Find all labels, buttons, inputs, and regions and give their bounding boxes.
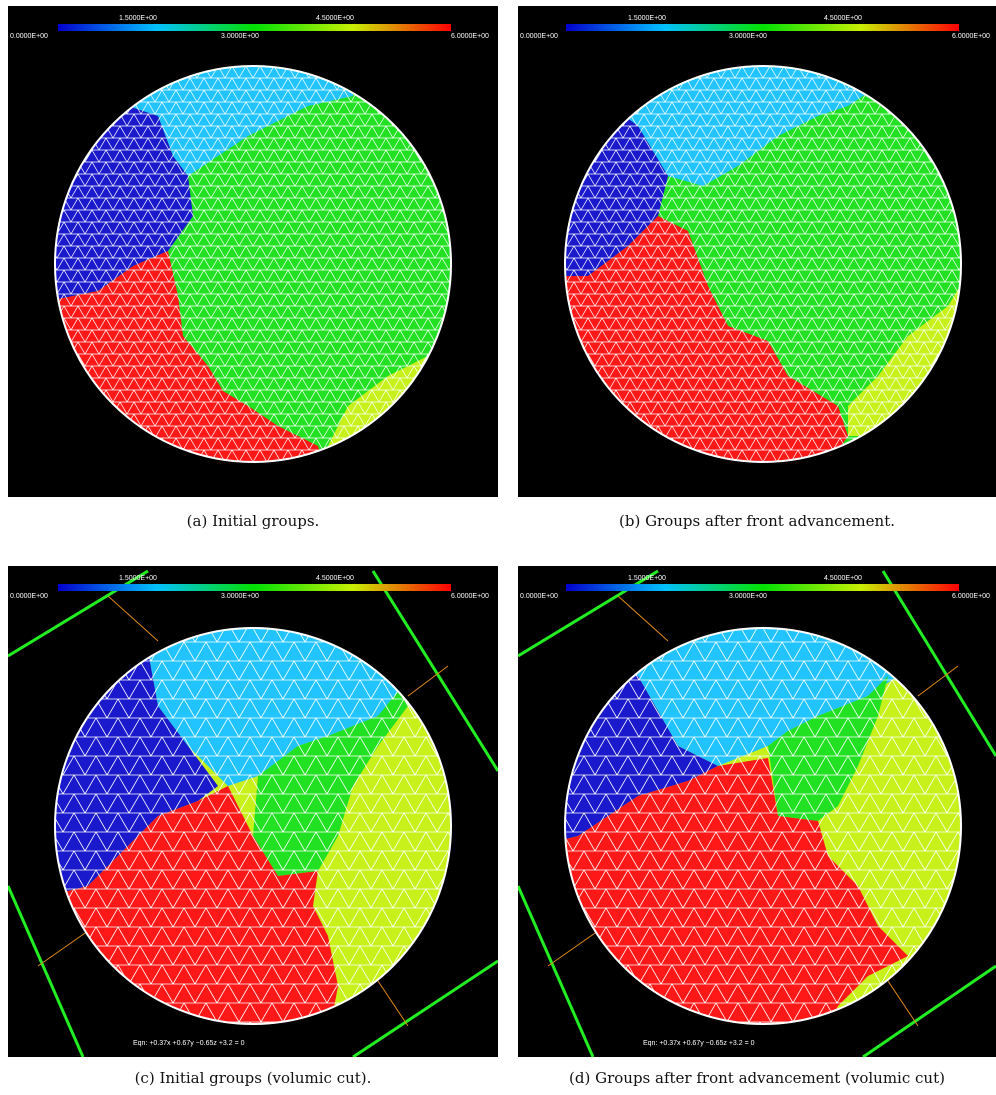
colorbar-b <box>566 24 959 31</box>
mesh-sphere-b <box>564 65 962 463</box>
colorbar-tick-top-2: 4.5000E+00 <box>824 575 862 582</box>
mesh-sphere-d <box>518 569 996 1057</box>
colorbar-tick-bottom-1: 0.0000E+00 <box>520 593 558 600</box>
mesh-sphere-c <box>8 569 498 1057</box>
colorbar-tick-bottom-3: 6.0000E+00 <box>451 593 489 600</box>
cut-plane-edge <box>371 570 498 772</box>
colorbar-tick-bottom-2: 3.0000E+00 <box>221 33 259 40</box>
colorbar-tick-bottom-3: 6.0000E+00 <box>451 33 489 40</box>
caption-d: (d) Groups after front advancement (volu… <box>569 1069 945 1087</box>
cut-plane-line <box>887 980 919 1027</box>
colorbar-tick-bottom-1: 0.0000E+00 <box>10 33 48 40</box>
figure-panel-c: 1.5000E+00 4.5000E+00 0.0000E+00 3.0000E… <box>8 566 498 1057</box>
mesh-sphere-a <box>54 65 452 463</box>
cut-plane-line <box>407 665 449 697</box>
cut-plane-edge <box>881 570 996 757</box>
cut-plane-edge <box>518 885 595 1057</box>
colorbar-tick-top-2: 4.5000E+00 <box>316 575 354 582</box>
colorbar-tick-bottom-1: 0.0000E+00 <box>10 593 48 600</box>
colorbar-tick-bottom-1: 0.0000E+00 <box>520 33 558 40</box>
colorbar-tick-top-1: 1.5000E+00 <box>628 15 666 22</box>
colorbar-tick-top-2: 4.5000E+00 <box>824 15 862 22</box>
cut-plane-line <box>377 980 409 1027</box>
colorbar-tick-top-1: 1.5000E+00 <box>119 575 157 582</box>
colorbar-tick-bottom-2: 3.0000E+00 <box>221 593 259 600</box>
colorbar-tick-top-1: 1.5000E+00 <box>628 575 666 582</box>
colorbar-tick-top-2: 4.5000E+00 <box>316 15 354 22</box>
caption-a: (a) Initial groups. <box>186 512 320 530</box>
cut-plane-line <box>547 930 599 967</box>
colorbar-tick-bottom-3: 6.0000E+00 <box>952 593 990 600</box>
colorbar-c <box>58 584 451 591</box>
figure-panel-a: 1.5000E+00 4.5000E+00 0.0000E+00 3.0000E… <box>8 6 498 497</box>
cut-plane-line <box>617 595 669 642</box>
caption-c: (c) Initial groups (volumic cut). <box>134 1069 372 1087</box>
colorbar-d <box>566 584 959 591</box>
cut-plane-edge <box>352 959 498 1057</box>
colorbar-a <box>58 24 451 31</box>
cut-plane-edge <box>862 964 996 1057</box>
colorbar-tick-top-1: 1.5000E+00 <box>119 15 157 22</box>
figure-panel-d: 1.5000E+00 4.5000E+00 0.0000E+00 3.0000E… <box>518 566 996 1057</box>
cut-plane-line <box>37 930 89 967</box>
cut-plane-edge <box>8 885 85 1057</box>
plane-equation: Eqn: +0.37x +0.67y −0.65z +3.2 = 0 <box>643 1040 755 1047</box>
caption-b: (b) Groups after front advancement. <box>619 512 895 530</box>
colorbar-tick-bottom-3: 6.0000E+00 <box>952 33 990 40</box>
cut-plane-line <box>917 665 959 697</box>
figure-panel-b: 1.5000E+00 4.5000E+00 0.0000E+00 3.0000E… <box>518 6 996 497</box>
cut-plane-line <box>107 595 159 642</box>
colorbar-tick-bottom-2: 3.0000E+00 <box>729 33 767 40</box>
plane-equation: Eqn: +0.37x +0.67y −0.65z +3.2 = 0 <box>133 1040 245 1047</box>
colorbar-tick-bottom-2: 3.0000E+00 <box>729 593 767 600</box>
